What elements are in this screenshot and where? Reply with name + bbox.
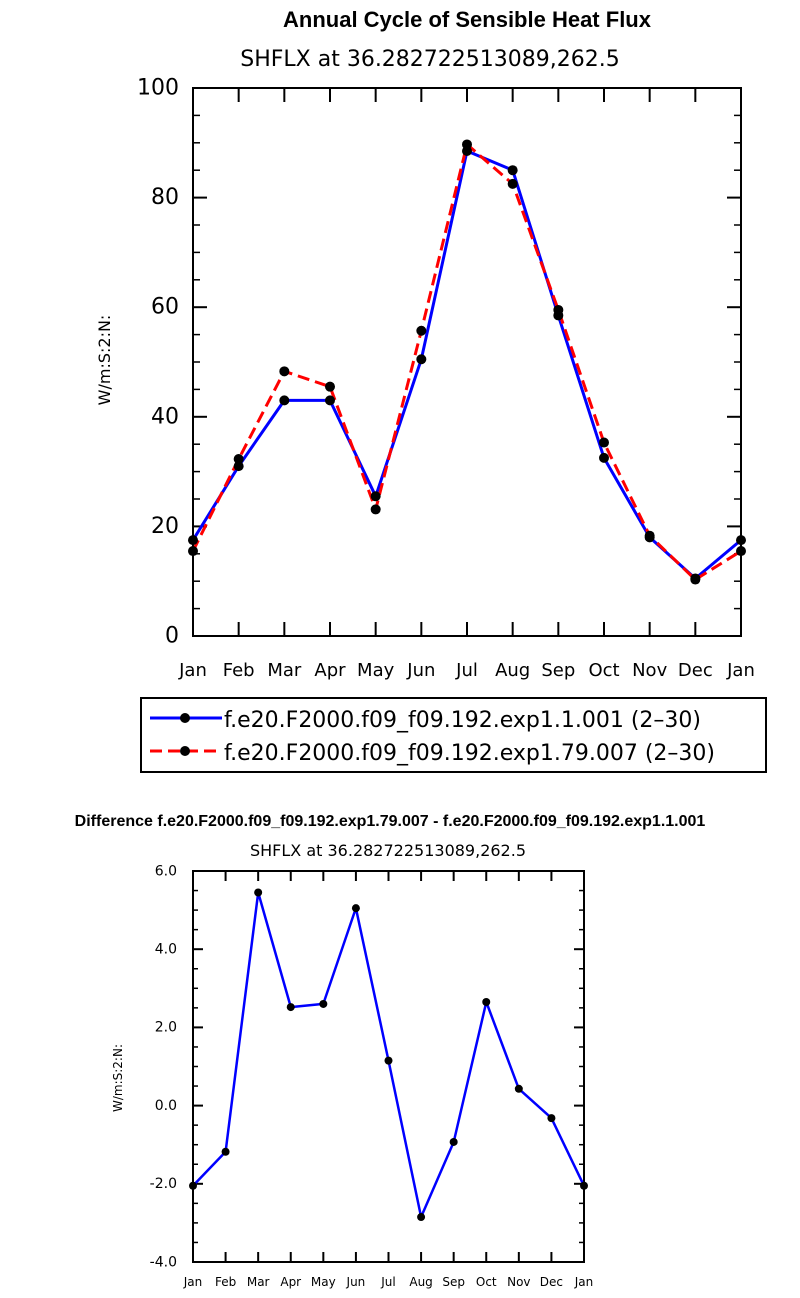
data-point: [370, 491, 381, 502]
data-point: [279, 395, 290, 406]
x-tick-label: Oct: [476, 1275, 497, 1289]
data-point: [351, 904, 360, 913]
y-axis-label: W/m:S:2:N:: [111, 1044, 125, 1112]
x-tick-label: Nov: [507, 1275, 530, 1289]
data-point: [188, 535, 198, 546]
chart-subtitle: SHFLX at 36.282722513089,262.5: [240, 47, 620, 72]
axes: Jan Feb Mar Apr May Jun Jul Aug Sep Oct Nov Dec Jan-…: [150, 863, 594, 1289]
data-point: [449, 1137, 458, 1146]
data-point: [325, 395, 335, 406]
x-tick-label: Mar: [247, 1275, 270, 1289]
y-axis-label: W/m:S:2:N:: [95, 315, 114, 406]
y-tick-label: 6.0: [155, 863, 177, 879]
y-tick-label: 2.0: [155, 1020, 177, 1036]
data-point: [514, 1084, 523, 1093]
x-tick-label: Jan: [574, 1275, 594, 1289]
data-point: [319, 999, 328, 1008]
series-line-1: [191, 149, 742, 580]
y-tick-label: -4.0: [150, 1254, 177, 1270]
y-tick-label: 100: [137, 75, 179, 100]
data-point: [417, 1213, 426, 1222]
data-point: [221, 1147, 230, 1156]
data-point: [644, 530, 655, 541]
x-tick-label: Oct: [588, 660, 619, 681]
data-point: [690, 574, 701, 585]
x-tick-label: May: [311, 1275, 336, 1289]
legend-marker: [180, 713, 190, 723]
legend-label: f.e20.F2000.f09_f09.192.exp1.1.001 (2–30…: [224, 708, 701, 733]
chart-subtitle: SHFLX at 36.282722513089,262.5: [250, 841, 526, 860]
y-tick-label: 80: [151, 185, 179, 210]
x-tick-label: Apr: [314, 660, 346, 681]
data-point: [507, 165, 518, 176]
legend-entry-2: f.e20.F2000.f09_f09.192.exp1.79.007 (2–3…: [150, 741, 715, 766]
plot-frame: [192, 87, 742, 637]
chart-title: Difference f.e20.F2000.f09_f09.192.exp1.…: [75, 813, 706, 830]
data-point: [580, 1181, 588, 1190]
axes: Jan Feb Mar Apr May Jun Jul Aug Sep Oct Nov Dec Jan 0…: [137, 75, 755, 681]
y-tick-label: 20: [151, 514, 179, 539]
x-tick-label: Aug: [409, 1275, 432, 1289]
x-tick-label: Aug: [495, 660, 530, 681]
data-point: [416, 354, 427, 365]
legend-entry-1: f.e20.F2000.f09_f09.192.exp1.1.001 (2–30…: [150, 708, 701, 733]
x-tick-label: Feb: [215, 1275, 236, 1289]
x-tick-label: Nov: [632, 660, 667, 681]
data-point: [547, 1114, 556, 1123]
data-point: [254, 888, 263, 897]
annual-cycle-chart: Annual Cycle of Sensible Heat Flux SHFLX…: [95, 7, 767, 773]
x-tick-label: Jan: [183, 1275, 203, 1289]
data-point: [553, 304, 564, 315]
series-line-1: [192, 891, 586, 1219]
x-tick-label: Jan: [726, 660, 755, 681]
y-tick-label: 40: [151, 404, 179, 429]
data-point: [279, 366, 290, 377]
difference-chart: Difference f.e20.F2000.f09_f09.192.exp1.…: [75, 813, 706, 1289]
data-point: [736, 546, 746, 557]
y-tick-label: 0.0: [155, 1098, 177, 1114]
data-point: [286, 1003, 295, 1012]
y-tick-label: 4.0: [155, 942, 177, 958]
x-tick-label: Feb: [223, 660, 255, 681]
legend: f.e20.F2000.f09_f09.192.exp1.1.001 (2–30…: [140, 697, 767, 773]
legend-label: f.e20.F2000.f09_f09.192.exp1.79.007 (2–3…: [224, 741, 715, 766]
y-tick-label: 60: [151, 295, 179, 320]
series-layer: [188, 139, 746, 585]
x-tick-label: May: [357, 660, 395, 681]
x-tick-label: Mar: [267, 660, 302, 681]
data-point: [736, 535, 746, 546]
data-point: [233, 461, 244, 472]
data-point: [188, 546, 198, 557]
y-tick-label: 0: [165, 623, 179, 648]
data-point: [370, 504, 381, 515]
series-layer: [189, 888, 588, 1222]
x-tick-label: Dec: [540, 1275, 563, 1289]
legend-marker: [180, 746, 190, 756]
x-tick-label: Jun: [346, 1275, 366, 1289]
data-point: [189, 1181, 197, 1190]
chart-title: Annual Cycle of Sensible Heat Flux: [283, 7, 652, 32]
x-tick-label: Jul: [455, 660, 478, 681]
x-tick-label: Sep: [541, 660, 575, 681]
data-point: [384, 1056, 393, 1065]
x-tick-label: Jul: [380, 1275, 395, 1289]
x-tick-label: Jun: [406, 660, 435, 681]
data-point: [416, 325, 427, 336]
data-point: [507, 178, 518, 189]
data-point: [599, 452, 609, 463]
data-point: [482, 997, 491, 1006]
x-tick-label: Dec: [678, 660, 713, 681]
y-tick-label: -2.0: [150, 1176, 177, 1192]
data-point: [462, 139, 472, 150]
series-line-2: [191, 142, 742, 582]
x-tick-label: Jan: [178, 660, 207, 681]
legend-box: [140, 697, 767, 773]
x-tick-label: Apr: [280, 1275, 301, 1289]
data-point: [325, 381, 335, 392]
data-point: [233, 453, 244, 464]
data-point: [599, 437, 609, 448]
x-tick-label: Sep: [442, 1275, 465, 1289]
